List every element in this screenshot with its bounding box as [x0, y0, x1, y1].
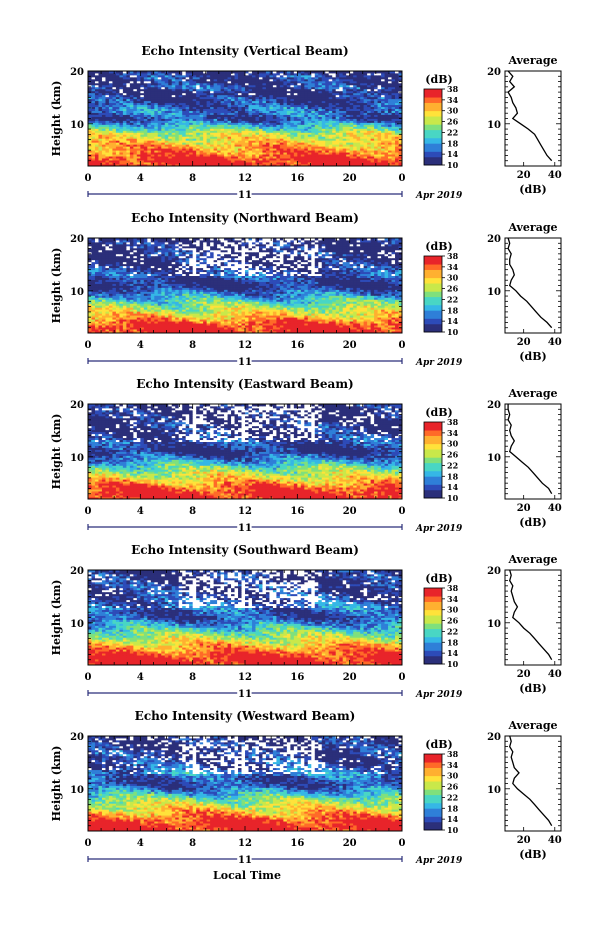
colorbar-segment [424, 132, 442, 135]
colorbar-tick-label: 30 [447, 106, 459, 116]
average-title: Average [507, 54, 557, 67]
x-tick-label: 16 [290, 173, 304, 184]
colorbar-tick-label: 14 [447, 149, 459, 159]
panel-title: Echo Intensity (Northward Beam) [131, 211, 359, 225]
x-tick-label: 0 [85, 173, 92, 184]
colorbar-segment [424, 149, 442, 152]
panel-2: Echo Intensity (Northward Beam)1020Heigh… [50, 211, 562, 368]
colorbar-tick-label: 26 [447, 117, 459, 127]
colorbar-segment [424, 160, 442, 163]
x-tick-label: 12 [238, 173, 252, 184]
colorbar: (dB)1014182226303438 [424, 73, 459, 170]
avg-y-tick-label: 10 [487, 120, 501, 131]
x-tick-label: 20 [343, 173, 357, 184]
colorbar-segment [424, 89, 442, 92]
colorbar-tick-label: 18 [447, 138, 459, 148]
colorbar-tick-label: 22 [447, 127, 458, 137]
colorbar-segment [424, 141, 442, 144]
colorbar-segment [424, 154, 442, 157]
colorbar-segment [424, 97, 442, 100]
y-tick-label: 10 [70, 120, 84, 131]
colorbar-segment [424, 127, 442, 130]
colorbar-segment [424, 111, 442, 114]
x-tick-label: 8 [189, 173, 196, 184]
heatmap [88, 238, 402, 333]
colorbar-tick-label: 38 [447, 84, 459, 94]
x-tick-label: 0 [399, 173, 406, 184]
avg-x-tick-label: 20 [517, 170, 531, 181]
colorbar-segment [424, 146, 442, 149]
colorbar-segment [424, 122, 442, 125]
colorbar-segment [424, 103, 442, 106]
colorbar-segment [424, 113, 442, 116]
avg-y-tick-label: 20 [487, 67, 501, 78]
heatmap [88, 71, 402, 166]
colorbar-segment [424, 143, 442, 146]
colorbar-segment [424, 130, 442, 133]
date-label: Apr 2019 [415, 191, 463, 201]
y-axis-label: Height (km) [50, 81, 63, 157]
colorbar-segment [424, 92, 442, 95]
colorbar-segment [424, 105, 442, 108]
panel-1: Echo Intensity (Vertical Beam) 10 20 Height… [50, 44, 562, 201]
panel-title: Echo Intensity (Vertical Beam) [141, 44, 348, 58]
avg-x-tick-label: 40 [548, 170, 562, 181]
colorbar-segment [424, 119, 442, 122]
y-tick-label: 20 [70, 67, 84, 78]
colorbar-segment [424, 124, 442, 127]
colorbar-segment [424, 108, 442, 111]
colorbar-segment [424, 157, 442, 160]
colorbar-segment [424, 138, 442, 141]
colorbar-tick-label: 10 [447, 160, 459, 170]
colorbar-segment [424, 94, 442, 97]
colorbar-segment [424, 151, 442, 154]
colorbar-segment [424, 100, 442, 103]
day-label: 11 [238, 190, 252, 201]
average-x-label: (dB) [519, 183, 546, 196]
colorbar-segment [424, 116, 442, 119]
colorbar-tick-label: 34 [447, 95, 459, 105]
average-profile-panel: Average 10 20 20 40(dB) [487, 54, 562, 196]
colorbar-segment [424, 135, 442, 138]
x-tick-label: 4 [137, 173, 144, 184]
